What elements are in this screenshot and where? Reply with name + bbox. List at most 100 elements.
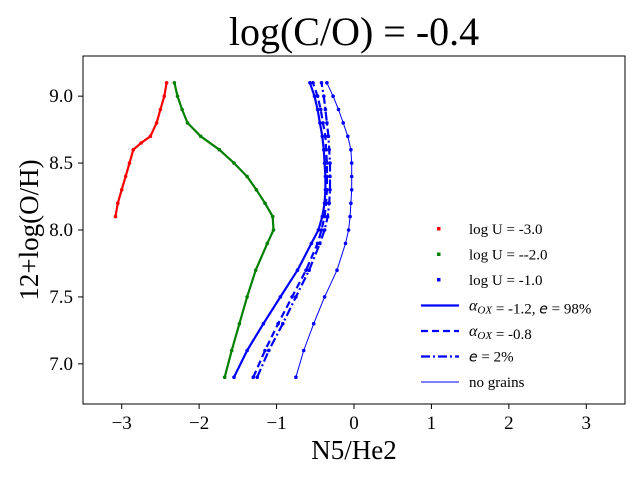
data-point bbox=[311, 81, 315, 85]
x-tick-label: −3 bbox=[112, 413, 132, 434]
y-axis-label: 12+log(O/H) bbox=[14, 159, 44, 300]
data-point bbox=[127, 161, 132, 165]
data-point bbox=[343, 241, 348, 246]
x-tick-label: 2 bbox=[504, 413, 514, 434]
data-point bbox=[346, 134, 350, 139]
data-point bbox=[309, 241, 314, 246]
data-point bbox=[301, 348, 306, 353]
data-point bbox=[323, 134, 328, 139]
data-point bbox=[307, 268, 311, 273]
data-point bbox=[325, 121, 329, 125]
y-tick-label: 8.0 bbox=[49, 220, 73, 241]
y-tick-label: 7.5 bbox=[49, 287, 73, 308]
data-point bbox=[294, 295, 298, 299]
legend-entry: no grains bbox=[421, 375, 525, 391]
data-point bbox=[154, 121, 159, 125]
data-point bbox=[158, 107, 163, 112]
data-point bbox=[315, 94, 320, 98]
y-tick-label: 7.0 bbox=[49, 354, 73, 375]
data-point bbox=[113, 214, 118, 219]
chart-title: log(C/O) = -0.4 bbox=[229, 9, 479, 54]
y-tick-label: 9.0 bbox=[49, 86, 73, 107]
series-5 bbox=[294, 81, 354, 380]
data-point bbox=[325, 188, 329, 192]
data-point bbox=[229, 348, 234, 353]
data-point bbox=[324, 201, 328, 205]
data-point bbox=[319, 228, 324, 232]
data-point bbox=[326, 134, 331, 139]
legend-entry: log U = -1.0 bbox=[437, 273, 542, 289]
data-point bbox=[295, 268, 300, 273]
data-point bbox=[327, 147, 332, 152]
data-point bbox=[271, 228, 276, 232]
data-point bbox=[175, 94, 180, 98]
series-1 bbox=[172, 81, 276, 380]
data-point bbox=[328, 161, 332, 165]
series-4 bbox=[255, 81, 332, 380]
legend-entry: log U = --2.0 bbox=[437, 248, 547, 264]
data-point bbox=[318, 121, 322, 125]
data-point bbox=[349, 161, 354, 165]
data-point bbox=[267, 348, 271, 353]
data-point bbox=[245, 348, 249, 353]
data-point bbox=[261, 321, 266, 326]
legend-label: αOX = -1.2, e = 98% bbox=[469, 298, 591, 318]
data-point bbox=[320, 134, 325, 139]
data-point bbox=[185, 121, 190, 125]
data-point bbox=[322, 214, 327, 219]
data-point bbox=[322, 94, 326, 98]
data-point bbox=[119, 188, 124, 192]
legend-marker bbox=[437, 227, 441, 231]
data-point bbox=[281, 321, 285, 326]
data-point bbox=[265, 241, 270, 246]
data-point bbox=[232, 375, 236, 380]
x-tick-label: 3 bbox=[582, 413, 592, 434]
legend-entry: αOX = -1.2, e = 98% bbox=[421, 298, 591, 318]
series-line bbox=[252, 82, 328, 378]
legend-entry: log U = -3.0 bbox=[437, 222, 542, 238]
data-point bbox=[346, 228, 351, 232]
series-layer bbox=[113, 81, 354, 380]
plot-frame bbox=[82, 55, 626, 405]
data-point bbox=[328, 188, 332, 192]
y-tick-label: 8.5 bbox=[49, 153, 73, 174]
data-point bbox=[172, 81, 177, 85]
legend-marker bbox=[437, 278, 441, 282]
data-point bbox=[251, 375, 256, 380]
legend-label: log U = -3.0 bbox=[469, 222, 542, 238]
series-line bbox=[233, 82, 327, 378]
series-line bbox=[114, 82, 168, 217]
data-point bbox=[217, 147, 222, 152]
legend-entry: e = 2% bbox=[421, 350, 514, 366]
x-tick-label: 1 bbox=[427, 413, 437, 434]
data-point bbox=[318, 241, 322, 246]
data-point bbox=[324, 147, 328, 152]
data-point bbox=[263, 201, 267, 205]
data-point bbox=[328, 174, 332, 179]
data-point bbox=[198, 134, 203, 139]
data-point bbox=[341, 121, 346, 125]
data-point bbox=[139, 141, 143, 145]
data-point bbox=[245, 174, 249, 179]
data-point bbox=[254, 188, 259, 192]
legend: log U = -3.0 log U = --2.0 log U = -1.0 αOX… bbox=[421, 222, 591, 391]
data-point bbox=[322, 295, 327, 299]
legend-label: log U = -1.0 bbox=[469, 273, 542, 289]
data-point bbox=[322, 228, 327, 232]
data-point bbox=[162, 94, 167, 98]
data-point bbox=[180, 107, 184, 112]
data-point bbox=[321, 121, 325, 125]
data-point bbox=[319, 81, 324, 85]
data-point bbox=[348, 214, 352, 219]
data-point bbox=[325, 214, 330, 219]
series-line bbox=[295, 82, 353, 378]
data-point bbox=[148, 134, 153, 139]
data-point bbox=[318, 107, 323, 112]
data-point bbox=[349, 201, 353, 205]
data-point bbox=[325, 81, 329, 85]
x-tick-label: −1 bbox=[266, 413, 286, 434]
data-point bbox=[325, 174, 329, 179]
data-point bbox=[255, 375, 259, 380]
data-point bbox=[312, 94, 317, 98]
